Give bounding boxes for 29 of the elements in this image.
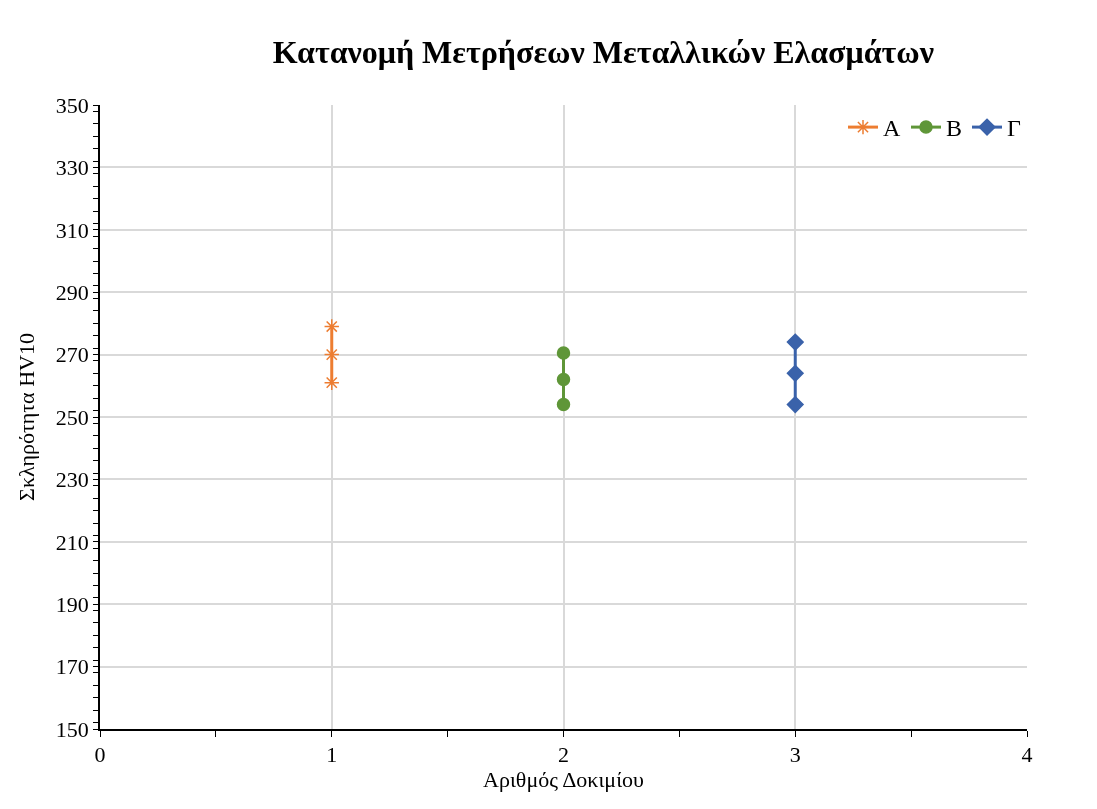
y-tick-label: 350 bbox=[55, 92, 89, 118]
y-tick-label: 270 bbox=[55, 342, 89, 368]
y-tick-label: 150 bbox=[55, 716, 89, 742]
y-tick-label: 210 bbox=[55, 529, 89, 555]
point bbox=[323, 318, 340, 335]
y-tick-label: 310 bbox=[55, 217, 89, 243]
legend-label: A bbox=[883, 115, 901, 142]
y-tick-label: 330 bbox=[55, 155, 89, 181]
y-axis-title: Σκληρότητα HV10 bbox=[14, 333, 40, 501]
point bbox=[786, 333, 804, 351]
x-tick-label: 4 bbox=[1021, 742, 1033, 768]
y-tick-label: 230 bbox=[55, 467, 89, 493]
y-tick-label: 190 bbox=[55, 591, 89, 617]
x-tick-label: 0 bbox=[94, 742, 106, 768]
legend-label: Γ bbox=[1007, 115, 1022, 142]
point bbox=[556, 397, 571, 412]
point bbox=[786, 364, 804, 382]
x-axis-title: Αριθμός Δοκιμίου bbox=[483, 767, 645, 793]
point bbox=[786, 395, 804, 414]
y-tick-label: 290 bbox=[55, 279, 89, 305]
x-tick-label: 3 bbox=[789, 742, 801, 768]
legend-label: B bbox=[946, 115, 963, 142]
point bbox=[556, 346, 571, 360]
point bbox=[556, 372, 571, 387]
x-tick-label: 1 bbox=[326, 742, 338, 768]
y-tick-label: 250 bbox=[55, 404, 89, 430]
x-tick-label: 2 bbox=[558, 742, 569, 768]
y-tick-label: 170 bbox=[55, 654, 89, 680]
chart-title: Κατανομή Μετρήσεων Μεταλλικών Ελασμάτων bbox=[272, 33, 934, 70]
